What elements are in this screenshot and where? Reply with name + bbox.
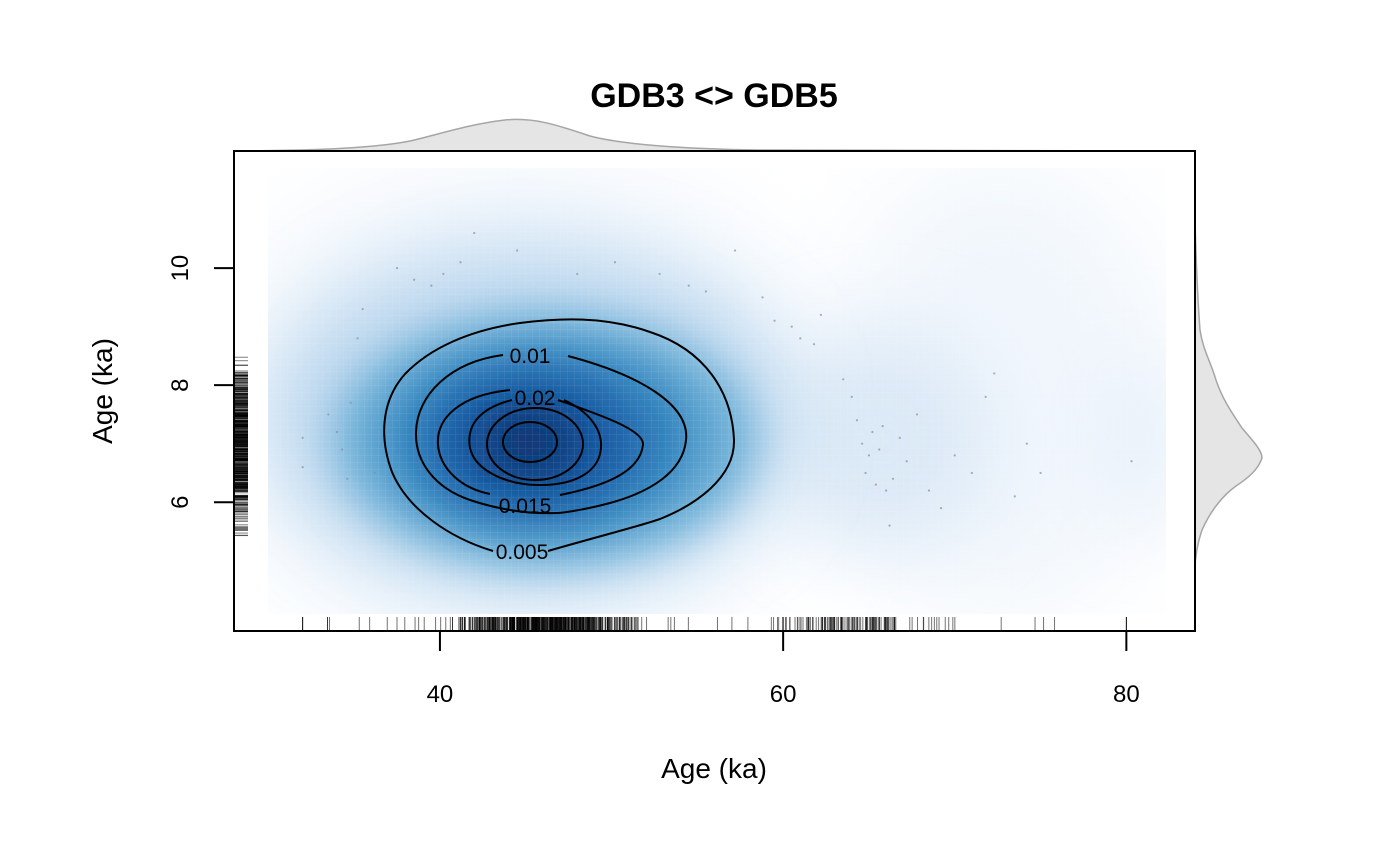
y-axis-label: Age (ka): [87, 338, 118, 444]
scatter-point: [335, 430, 339, 434]
scatter-point: [881, 425, 884, 428]
scatter-point: [819, 313, 822, 317]
scatter-point: [613, 261, 617, 264]
scatter-point: [430, 284, 433, 287]
scatter-point: [733, 249, 737, 252]
scatter-point: [1025, 442, 1028, 445]
scatter-points: [301, 231, 1133, 527]
contour-0.005: [383, 318, 736, 552]
scatter-point: [905, 460, 908, 463]
scatter-point: [860, 442, 864, 445]
scatter-point: [516, 249, 519, 252]
scatter-point: [939, 506, 943, 510]
scatter-point: [871, 430, 874, 434]
x-rug: [302, 617, 1127, 631]
contour-0.015: [436, 389, 644, 496]
y-tick-label: 10: [167, 255, 194, 282]
contour-label-0.015: 0.015: [499, 495, 552, 518]
scatter-point: [658, 272, 661, 276]
scatter-point: [915, 413, 919, 416]
y-tick-label: 6: [167, 496, 194, 509]
scatter-point: [850, 395, 853, 398]
scatter-point: [687, 284, 690, 287]
scatter-point: [361, 307, 364, 311]
contour-label-0.01: 0.01: [510, 345, 551, 368]
scatter-point: [346, 477, 349, 480]
contour-label-0.005: 0.005: [496, 541, 549, 564]
scatter-point: [459, 261, 462, 264]
scatter-point: [878, 448, 881, 451]
chart-title: GDB3 <> GDB5: [590, 77, 838, 115]
x-tick-label: 60: [770, 681, 797, 708]
scatter-point: [395, 266, 399, 270]
scatter-point: [1130, 460, 1133, 463]
contour-label-0.02: 0.02: [515, 387, 556, 410]
scatter-point: [855, 419, 859, 422]
scatter-point: [812, 343, 816, 346]
scatter-point: [927, 489, 931, 492]
scatter-point: [301, 465, 304, 469]
contour-0.03: [502, 421, 558, 463]
y-rug: [234, 356, 248, 537]
contour-0.01: [414, 354, 688, 515]
scatter-point: [773, 319, 776, 322]
scatter-point: [867, 454, 871, 457]
x-tick-label: 80: [1113, 681, 1140, 708]
scatter-point: [891, 477, 895, 480]
scatter-point: [888, 524, 891, 527]
scatter-point: [341, 448, 344, 451]
scatter-point: [970, 471, 974, 475]
density-heatmap: [268, 168, 1166, 614]
right-marginal-density: [1194, 217, 1263, 566]
scatter-point: [442, 272, 445, 276]
scatter-point: [864, 471, 867, 475]
scatter-point: [790, 325, 793, 328]
x-axis-label: Age (ka): [661, 753, 767, 784]
contour-0.02: [468, 399, 603, 487]
scatter-point: [993, 372, 996, 375]
y-axis: 6 8 10: [167, 255, 235, 509]
scatter-point: [704, 290, 708, 293]
scatter-point: [953, 454, 956, 457]
x-axis: 40 60 80: [427, 630, 1140, 708]
scatter-point: [842, 378, 845, 381]
scatter-point: [984, 395, 987, 398]
x-tick-label: 40: [427, 681, 454, 708]
scatter-point: [327, 413, 330, 416]
contour-lines: [383, 318, 736, 552]
scatter-point: [373, 471, 376, 475]
scatter-point: [1013, 495, 1016, 498]
scatter-point: [874, 483, 877, 486]
scatter-point: [413, 278, 416, 281]
scatter-point: [576, 272, 579, 276]
top-marginal-density: [243, 118, 1191, 152]
contour-0.025: [486, 407, 584, 481]
scatter-point: [885, 489, 888, 492]
scatter-point: [301, 436, 304, 439]
scatter-point: [898, 436, 901, 439]
scatter-point: [356, 337, 359, 340]
scatter-point: [1039, 471, 1042, 475]
scatter-point: [761, 296, 764, 299]
y-tick-label: 8: [167, 378, 194, 391]
scatter-point: [799, 337, 802, 340]
scatter-point: [473, 231, 476, 235]
scatter-point: [349, 401, 352, 404]
